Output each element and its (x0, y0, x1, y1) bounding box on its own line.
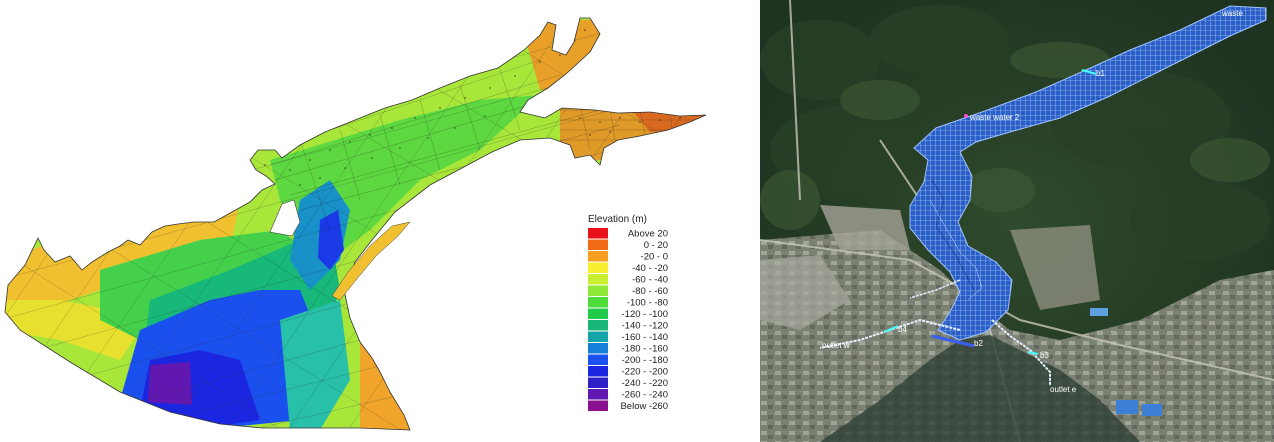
legend-label: -240 - -220 (622, 378, 668, 389)
label-outlet-e: outlet e (1050, 385, 1077, 394)
legend-swatch (588, 274, 608, 285)
legend-swatch (588, 228, 608, 239)
legend-label: -60 - -40 (632, 275, 668, 286)
label-waste: waste (1221, 9, 1243, 18)
legend-label: 0 - 20 (644, 240, 668, 251)
label-b4: b4 (898, 325, 907, 334)
legend-swatch (588, 354, 608, 365)
legend-label: -140 - -120 (622, 321, 668, 332)
river-grid (819, 5, 1267, 386)
legend-swatch (588, 297, 608, 308)
legend-label: -20 - 0 (641, 252, 668, 263)
label-b3: b3 (1040, 351, 1049, 360)
legend-swatch (588, 285, 608, 296)
legend-label: -80 - -60 (632, 286, 668, 297)
legend-label: -260 - -240 (622, 390, 668, 401)
legend-swatch (588, 343, 608, 354)
legend-label: -200 - -180 (622, 355, 668, 366)
island-shape (269, 199, 301, 237)
satellite-labels: waste b1 waste water 2 b4 b2 outlet w b3… (822, 9, 1243, 394)
label-b1: b1 (1096, 69, 1105, 78)
legend-swatch (588, 377, 608, 388)
legend-swatch (588, 251, 608, 262)
legend-label: Below -260 (620, 401, 668, 412)
legend-label: -180 - -160 (622, 344, 668, 355)
legend-label: -40 - -20 (632, 263, 668, 274)
legend-swatch (588, 366, 608, 377)
legend-label: -100 - -80 (627, 298, 668, 309)
legend-swatch (588, 389, 608, 400)
legend-swatch (588, 308, 608, 319)
satellite-map: waste b1 waste water 2 b4 b2 outlet w b3… (760, 0, 1274, 442)
legend-swatch (588, 239, 608, 250)
elevation-map: Elevation (m) Above 200 - 20-20 - 0-40 -… (4, 17, 707, 431)
legend-title: Elevation (m) (588, 214, 647, 225)
legend-swatch (588, 331, 608, 342)
elevation-legend: Elevation (m) Above 200 - 20-20 - 0-40 -… (588, 214, 668, 412)
legend-swatch (588, 320, 608, 331)
elevation-map-panel: Elevation (m) Above 20 0 - 20 -20 - 0 -40 -… (4, 17, 707, 431)
legend-swatch (588, 262, 608, 273)
legend-label: -160 - -140 (622, 332, 668, 343)
label-b2: b2 (974, 339, 983, 348)
legend-swatch (588, 400, 608, 411)
label-outlet-w: outlet w (822, 341, 850, 350)
legend-label: -220 - -200 (622, 367, 668, 378)
satellite-map-panel: waste b1 waste water 2 b4 b2 outlet w b3… (760, 0, 1274, 442)
legend-label: -120 - -100 (622, 309, 668, 320)
legend-label: Above 20 (628, 229, 668, 240)
label-waste-water-2: waste water 2 (969, 113, 1020, 122)
